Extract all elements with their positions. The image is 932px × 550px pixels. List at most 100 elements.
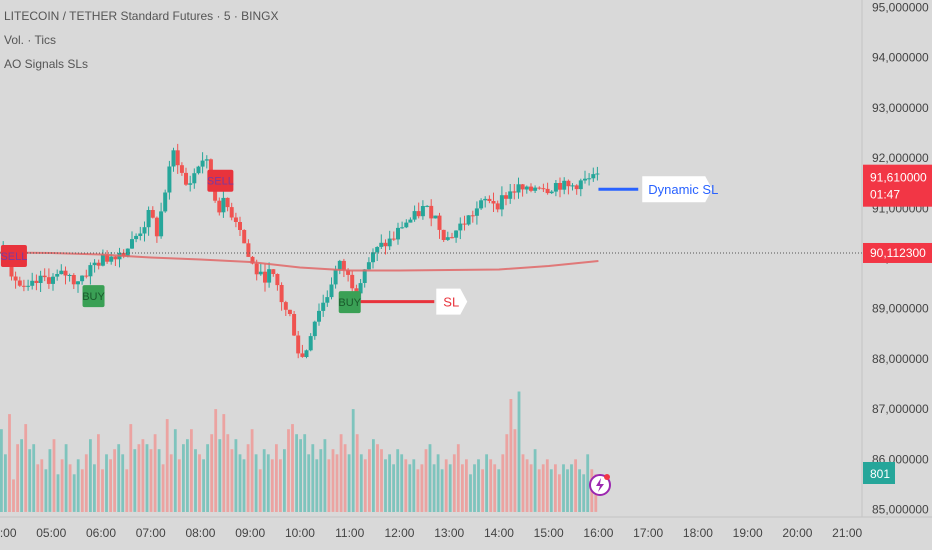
volume-bar: [177, 459, 181, 512]
volume-bar: [84, 454, 88, 512]
price-tick-label: 94,000000: [872, 51, 929, 65]
candle-body: [46, 277, 51, 284]
volume-bar: [469, 474, 472, 512]
volume-bar: [283, 449, 286, 512]
candle-body: [570, 185, 575, 187]
candle-body: [479, 200, 484, 209]
candle-body: [379, 242, 384, 247]
volume-bar: [242, 459, 246, 512]
time-tick-label: 10:00: [285, 526, 315, 540]
volume-bar: [315, 459, 319, 512]
candle-body: [242, 230, 247, 244]
candle-body: [470, 215, 475, 217]
signal-label-sell: SELL: [207, 176, 234, 188]
volume-bar: [440, 469, 444, 512]
volume-bar: [218, 439, 222, 512]
candle-body: [154, 217, 159, 237]
volume-bar: [388, 454, 391, 512]
volume-bar: [36, 464, 40, 512]
lightning-icon-bolt: [596, 478, 604, 492]
volume-bar: [404, 459, 408, 512]
volume-bar: [525, 459, 529, 512]
candle-body: [30, 280, 35, 286]
volume-bar: [537, 469, 541, 512]
candle-body: [574, 185, 579, 190]
volume-bar: [230, 449, 234, 512]
volume-bar: [372, 439, 375, 512]
time-tick-label: 18:00: [683, 526, 713, 540]
volume-bar: [489, 459, 493, 512]
volume-bar: [40, 459, 44, 512]
volume-bar: [436, 454, 440, 512]
volume-bar: [554, 464, 557, 512]
candle-body: [396, 227, 400, 240]
candle-body: [520, 184, 525, 190]
candle-body: [533, 187, 538, 191]
candle-body: [549, 191, 554, 194]
candle-body: [524, 186, 529, 190]
candle-body: [329, 284, 334, 298]
volume-bar: [198, 454, 201, 512]
volume-bar: [8, 414, 11, 512]
volume-legend[interactable]: Vol. · Tics: [4, 33, 57, 47]
indicator-legend[interactable]: AO Signals SLs: [4, 57, 89, 71]
price-tick-label: 95,000000: [872, 1, 929, 15]
candle-body: [80, 275, 85, 282]
volume-bar: [250, 429, 254, 512]
time-tick-label: 05:00: [36, 526, 66, 540]
price-tick-label: 89,000000: [872, 302, 929, 316]
volume-bar: [432, 464, 436, 512]
volume-bar: [137, 444, 141, 512]
time-tick-label: 16:00: [583, 526, 613, 540]
volume-bar: [202, 459, 205, 512]
volume-bar: [477, 459, 480, 512]
candle-body: [499, 195, 504, 210]
candle-body: [184, 172, 188, 185]
candle-body: [275, 274, 280, 286]
candle-body: [34, 280, 39, 283]
volume-bar: [295, 434, 298, 512]
candle-body: [121, 252, 126, 257]
symbol-title[interactable]: LITECOIN / TETHER Standard Futures · 5 ·…: [4, 9, 279, 23]
candle-body: [437, 215, 442, 230]
volume-bar: [266, 454, 270, 512]
volume-bar: [173, 429, 177, 512]
volume-bar: [169, 454, 173, 512]
candle-body: [383, 242, 388, 247]
candle-body: [512, 191, 517, 193]
candle-body: [483, 198, 488, 201]
volume-bar: [262, 449, 266, 512]
volume-bar: [376, 444, 379, 512]
candle-body: [466, 215, 471, 225]
candle-body: [529, 186, 533, 191]
moving-average-line: [0, 251, 599, 272]
candle-body: [321, 302, 326, 311]
volume-bar: [400, 454, 404, 512]
volume-bar: [380, 449, 383, 512]
candle-body: [217, 200, 222, 213]
time-tick-label: 21:00: [832, 526, 862, 540]
volume-bar: [347, 454, 351, 512]
volume-bar: [420, 464, 424, 512]
volume-tag: [863, 462, 895, 484]
candle-body: [587, 178, 592, 180]
volume-bar: [481, 469, 484, 512]
volume-bar: [323, 439, 327, 512]
candle-body: [420, 206, 425, 217]
volume-bar: [452, 454, 456, 512]
time-tick-label: 17:00: [633, 526, 663, 540]
volume-bar: [68, 464, 72, 512]
volume-bar: [113, 449, 116, 512]
candle-body: [88, 265, 93, 277]
candle-body: [578, 180, 583, 190]
volume-bar: [0, 429, 3, 512]
volume-bar: [412, 459, 416, 512]
candle-body: [105, 254, 110, 262]
time-tick-label: 14:00: [484, 526, 514, 540]
candle-body: [495, 203, 500, 210]
candle-body: [13, 276, 18, 281]
mark-price-label: 90,112300: [870, 246, 926, 260]
candle-body: [142, 227, 147, 234]
